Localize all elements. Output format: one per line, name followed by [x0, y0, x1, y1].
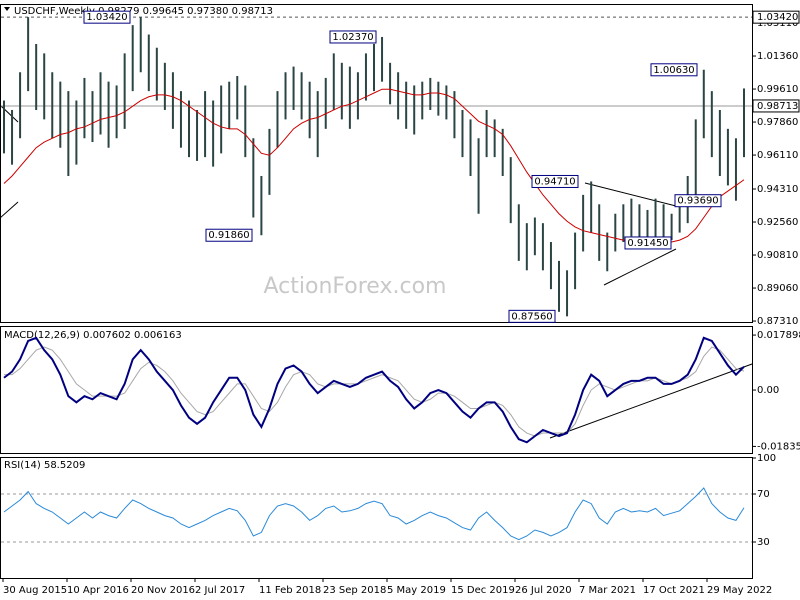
rsi-panel: [0, 457, 753, 579]
x-tick-label: 30 Aug 2015: [3, 585, 67, 596]
x-tick-label: 23 Sep 2018: [323, 585, 386, 596]
trend-line: [0, 104, 19, 123]
y-tick-label: 0.89060: [757, 283, 798, 294]
rsi-title: RSI(14) 58.5209: [4, 460, 85, 471]
price-panel: [0, 4, 753, 323]
y-tick-label: 0.92560: [757, 217, 798, 228]
trend-line: [584, 182, 677, 207]
y-tick-label: -0.018354: [757, 441, 800, 452]
x-tick-label: 20 Nov 2016: [131, 585, 195, 596]
level-annotation: 1.03420: [86, 12, 127, 23]
level-annotation: 0.93690: [677, 196, 718, 207]
x-tick-label: 2 Jul 2017: [195, 585, 245, 596]
x-tick-label: 10 Apr 2016: [67, 585, 129, 596]
x-tick-label: 26 Jul 2020: [515, 585, 572, 596]
macd-trend-line: [549, 363, 753, 439]
level-annotation: 1.00630: [653, 65, 694, 76]
x-tick-label: 29 May 2022: [707, 585, 772, 596]
high-level-box-label: 1.03420: [757, 12, 798, 23]
trend-line: [603, 248, 677, 286]
y-tick-label: 0.017898: [757, 330, 800, 341]
x-tick-label: 7 Mar 2021: [579, 585, 636, 596]
level-annotation: 0.91860: [208, 230, 249, 241]
rsi-line: [3, 487, 745, 541]
y-tick-label: 0.87310: [757, 316, 798, 327]
y-tick-label: 70: [757, 489, 770, 500]
y-tick-label: 30: [757, 537, 770, 548]
y-tick-label: 0.96110: [757, 150, 798, 161]
last-price-box: [752, 99, 800, 113]
y-tick-label: 0.90810: [757, 250, 798, 261]
level-annotation-box: [83, 10, 131, 24]
level-annotation: 0.94710: [534, 176, 575, 187]
macd-line: [3, 336, 745, 444]
level-annotation-box: [624, 236, 672, 250]
high-level-box: [752, 10, 800, 24]
level-annotation-box: [508, 309, 556, 323]
moving-average: [3, 88, 745, 243]
level-annotation: 0.91450: [627, 238, 668, 249]
level-annotation-box: [531, 174, 579, 188]
level-annotation-box: [329, 30, 377, 44]
watermark: ActionForex.com: [264, 274, 447, 299]
level-annotation-box: [205, 228, 253, 242]
last-price-box-label: 0.98713: [757, 101, 798, 112]
x-tick-label: 15 Dec 2019: [451, 585, 515, 596]
trend-line: [0, 201, 19, 219]
y-tick-label: 100: [757, 453, 776, 464]
signal-line: [4, 346, 745, 437]
menu-arrow: [4, 7, 10, 11]
price-title: USDCHF,Weekly 0.98279 0.99645 0.97380 0.…: [14, 6, 273, 17]
x-tick-label: 11 Feb 2018: [259, 585, 321, 596]
y-tick-label: 0.99610: [757, 84, 798, 95]
level-annotation: 0.87560: [511, 311, 552, 322]
level-annotation: 1.02370: [332, 32, 373, 43]
macd-title: MACD(12,26,9) 0.007602 0.006163: [4, 330, 182, 341]
level-annotation-box: [650, 63, 698, 77]
macd-panel: [0, 326, 753, 454]
y-tick-label: 0.94310: [757, 184, 798, 195]
y-tick-label: 0.97860: [757, 117, 798, 128]
level-annotation-box: [674, 194, 722, 208]
x-tick-label: 17 Oct 2021: [643, 585, 705, 596]
x-tick-label: 5 May 2019: [387, 585, 446, 596]
y-tick-label: 1.01360: [757, 51, 798, 62]
y-tick-label: 0.00: [757, 385, 779, 396]
